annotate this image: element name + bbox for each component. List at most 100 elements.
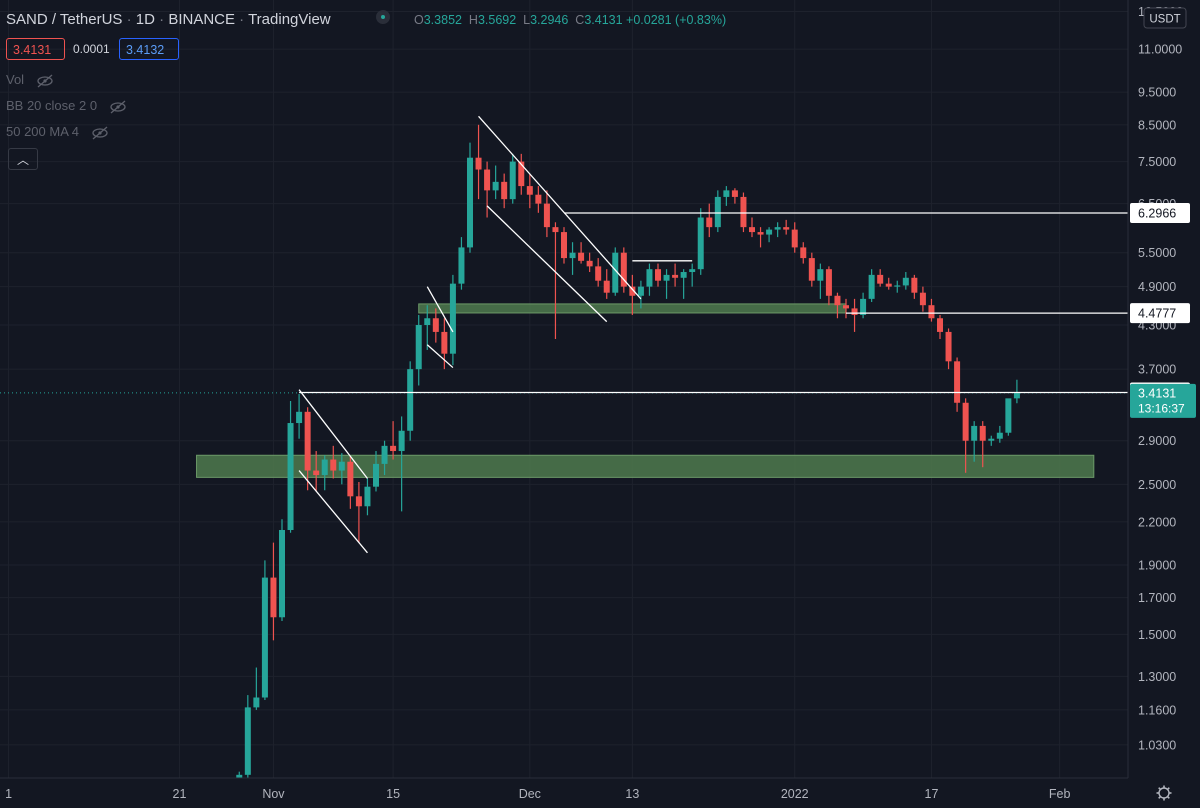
candle-body <box>475 157 482 170</box>
candle <box>526 173 533 209</box>
level-price-tag <box>1130 202 1190 223</box>
candle <box>1013 379 1020 404</box>
indicator-ma[interactable]: 50 200 MA 4 <box>6 124 109 140</box>
candle <box>398 416 405 512</box>
symbol-name[interactable]: SAND / TetherUS <box>6 11 123 28</box>
candle <box>843 298 849 319</box>
candle-body <box>979 425 986 441</box>
indicator-volume[interactable]: Vol <box>6 72 54 88</box>
last-price-label: 3.4131 <box>1138 386 1176 400</box>
level-price-label: 6.2966 <box>1138 206 1176 220</box>
exchange-name: BINANCE <box>168 11 235 28</box>
candle <box>543 190 550 238</box>
candle-body <box>817 269 824 281</box>
indicator-label: Vol <box>6 72 25 87</box>
candle <box>791 222 798 253</box>
candle <box>928 298 935 322</box>
time-tick-label: 2022 <box>781 787 809 801</box>
candle <box>877 269 884 287</box>
candle <box>381 440 388 476</box>
candle-body <box>843 305 849 309</box>
candle-body <box>919 292 926 306</box>
candle-body <box>646 269 653 287</box>
candle <box>355 481 362 543</box>
time-tick-label: Dec <box>519 787 541 801</box>
spread-value: 0.0001 <box>73 42 110 56</box>
market-status-icon[interactable] <box>376 10 390 24</box>
candle <box>851 298 858 332</box>
candle <box>484 161 491 218</box>
candle <box>723 186 730 206</box>
candle <box>501 173 508 209</box>
header-separator: · <box>159 11 165 28</box>
drawn-lines <box>0 115 1128 554</box>
candle-body <box>603 280 610 293</box>
candle <box>954 357 961 412</box>
price-tick-label: 2.2000 <box>1138 515 1176 529</box>
gear-tooth <box>1166 795 1170 799</box>
sell-price-button[interactable]: 3.4131 <box>6 38 65 60</box>
candle-body <box>407 369 414 431</box>
candle-body <box>808 258 815 281</box>
candle-body <box>543 203 550 228</box>
candle-body <box>509 161 516 200</box>
candle-body <box>287 423 294 531</box>
candle <box>586 252 593 273</box>
price-tick-label: 11.0000 <box>1138 43 1182 57</box>
hidden-eye-icon[interactable] <box>36 74 54 88</box>
candle-body <box>484 169 491 191</box>
low-value: 3.2946 <box>530 13 569 27</box>
candle <box>894 280 901 293</box>
settings-gear-icon[interactable] <box>1156 785 1172 801</box>
buy-price-button[interactable]: 3.4132 <box>119 38 179 60</box>
trendline <box>298 470 368 554</box>
price-tick-label: 1.5000 <box>1138 628 1176 642</box>
candle <box>629 274 636 315</box>
candle-body <box>612 252 619 293</box>
candle-body <box>834 295 841 306</box>
indicator-label: 50 200 MA 4 <box>6 124 79 139</box>
candle <box>697 208 704 275</box>
price-tick-label: 1.1600 <box>1138 703 1176 717</box>
candle <box>279 519 285 621</box>
candle <box>467 142 473 253</box>
hidden-eye-icon[interactable] <box>91 126 109 140</box>
candle-body <box>663 274 670 281</box>
high-value: 3.5692 <box>477 13 517 27</box>
currency-badge <box>1143 7 1187 29</box>
price-tick-label: 9.5000 <box>1138 86 1176 100</box>
candle-body <box>1013 392 1020 399</box>
candle-body <box>868 274 875 299</box>
currency-label: USDT <box>1149 14 1180 26</box>
candle-body <box>561 232 567 259</box>
candle-body <box>971 425 978 441</box>
time-tick-label: 21 <box>173 787 187 801</box>
candle <box>937 314 943 339</box>
hidden-eye-icon[interactable] <box>109 100 127 114</box>
candle-body <box>449 283 456 354</box>
collapse-indicators-button[interactable]: ︿ <box>8 148 38 170</box>
candle <box>578 242 585 264</box>
candle <box>766 227 773 243</box>
gear-tooth <box>1158 787 1162 791</box>
price-tick-label: 1.9000 <box>1138 558 1176 572</box>
candle <box>253 667 260 710</box>
candle <box>561 227 567 264</box>
time-tick-label: 17 <box>925 787 939 801</box>
candle <box>800 242 807 264</box>
candle-body <box>398 430 405 452</box>
candle-body <box>261 577 268 698</box>
candle-body <box>552 227 559 233</box>
interval[interactable]: 1D <box>135 11 155 28</box>
candle <box>706 203 713 238</box>
candle-body <box>988 438 995 441</box>
candle-body <box>373 463 379 487</box>
time-tick-label: 15 <box>386 787 400 801</box>
candle <box>945 328 952 370</box>
candle-body <box>749 227 755 233</box>
high-label: H <box>468 13 478 27</box>
candle <box>783 219 790 235</box>
price-tick-label: 2.9000 <box>1138 434 1176 448</box>
indicator-bollinger[interactable]: BB 20 close 2 0 <box>6 98 127 114</box>
